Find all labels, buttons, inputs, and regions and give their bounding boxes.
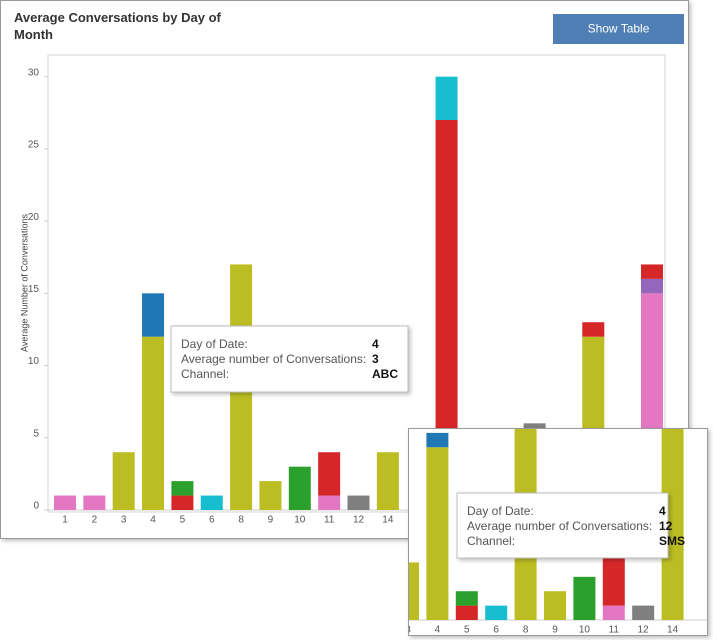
x-tick-label: 6 <box>209 515 215 526</box>
y-tick-label: 5 <box>33 428 39 439</box>
bar-segment <box>455 605 478 620</box>
tooltip-label: Average number of Conversations: <box>181 352 366 366</box>
bar-segment <box>602 605 625 620</box>
x-tick-label: 4 <box>150 515 156 526</box>
tooltip-value: 3 <box>372 352 379 366</box>
bar-segment <box>573 576 596 620</box>
tooltip-label: Average number of Conversations: <box>467 519 652 533</box>
tooltip-value: 4 <box>372 337 379 351</box>
x-tick-label: 9 <box>268 515 274 526</box>
tooltip: Day of Date: 4 Average number of Conversat… <box>170 325 409 393</box>
x-tick-label: 11 <box>609 625 620 636</box>
tooltip-value: ABC <box>372 367 398 381</box>
bar-segment <box>409 562 419 620</box>
bar-segment <box>376 452 399 510</box>
bar-segment <box>426 447 449 620</box>
bar-segment <box>54 495 76 510</box>
bar-segment <box>641 278 663 294</box>
x-tick-label: 4 <box>435 625 441 636</box>
bar-segment <box>200 495 223 510</box>
x-tick-label: 14 <box>667 625 679 636</box>
y-tick-label: 20 <box>28 212 40 223</box>
x-tick-label: 8 <box>523 625 529 636</box>
bar-segment <box>318 495 341 510</box>
tooltip-value: 4 <box>659 504 666 518</box>
x-tick-label: 5 <box>464 625 470 636</box>
bar-segment <box>112 452 135 510</box>
title-line: Average Conversations by Day of <box>14 10 222 25</box>
x-tick-label: 10 <box>579 625 591 636</box>
x-tick-label: 8 <box>238 515 244 526</box>
bar-segment <box>142 293 165 337</box>
y-tick-label: 30 <box>28 67 40 78</box>
x-tick-label: 12 <box>353 515 365 526</box>
x-tick-label: 11 <box>324 515 335 526</box>
bar-segment <box>435 76 458 120</box>
tooltip-box <box>170 325 409 393</box>
y-tick-label: 15 <box>28 284 40 295</box>
bar-segment <box>632 605 655 620</box>
bar-segment <box>455 591 478 606</box>
bar-segment <box>485 605 508 620</box>
x-tick-label: 3 <box>121 515 127 526</box>
show-table-button[interactable]: Show Table <box>553 14 684 44</box>
tooltip-label: Channel: <box>467 534 515 548</box>
tooltip-label: Day of Date: <box>181 337 248 351</box>
x-tick-label: 10 <box>294 515 306 526</box>
y-axis-label: Average Number of Conversations <box>19 214 29 352</box>
bar-segment <box>288 466 311 510</box>
title-line: Month <box>14 27 53 42</box>
tooltip: Day of Date: 4 Average number of Conversat… <box>456 492 685 559</box>
bar-segment <box>171 481 194 496</box>
tooltip-label: Day of Date: <box>467 504 534 518</box>
x-tick-label: 2 <box>92 515 98 526</box>
bar-segment <box>259 481 282 510</box>
x-tick-label: 14 <box>382 515 394 526</box>
bar-segment <box>426 432 449 448</box>
bar-segment <box>435 120 458 438</box>
bar-segment <box>83 495 106 510</box>
x-tick-label: 12 <box>638 625 650 636</box>
bar-segment <box>142 336 165 510</box>
x-tick-label: 6 <box>493 625 499 636</box>
button-bg[interactable] <box>553 14 684 44</box>
y-tick-label: 10 <box>28 356 40 367</box>
bar-segment <box>641 264 663 279</box>
bar-segment <box>318 452 341 496</box>
bar-segment <box>544 591 566 620</box>
bar-segment <box>347 495 370 510</box>
tooltip-label: Channel: <box>181 367 229 381</box>
x-tick-label: 1 <box>62 515 68 526</box>
y-tick-label: 25 <box>28 140 40 151</box>
x-tick-label: 5 <box>180 515 186 526</box>
tooltip-box <box>456 492 669 559</box>
bar-segment <box>661 429 684 620</box>
chart-title: Average Conversations by Day of Month <box>14 10 222 42</box>
bar-segment <box>171 495 194 510</box>
x-tick-label: 3 <box>405 625 411 636</box>
y-tick-label: 0 <box>33 501 39 512</box>
tooltip-value: 12 <box>659 519 673 533</box>
x-tick-label: 9 <box>552 625 558 636</box>
tooltip-value: SMS <box>659 534 685 548</box>
button-label[interactable]: Show Table <box>588 22 650 36</box>
bar-segment <box>582 322 605 337</box>
bar-segment <box>523 423 546 431</box>
